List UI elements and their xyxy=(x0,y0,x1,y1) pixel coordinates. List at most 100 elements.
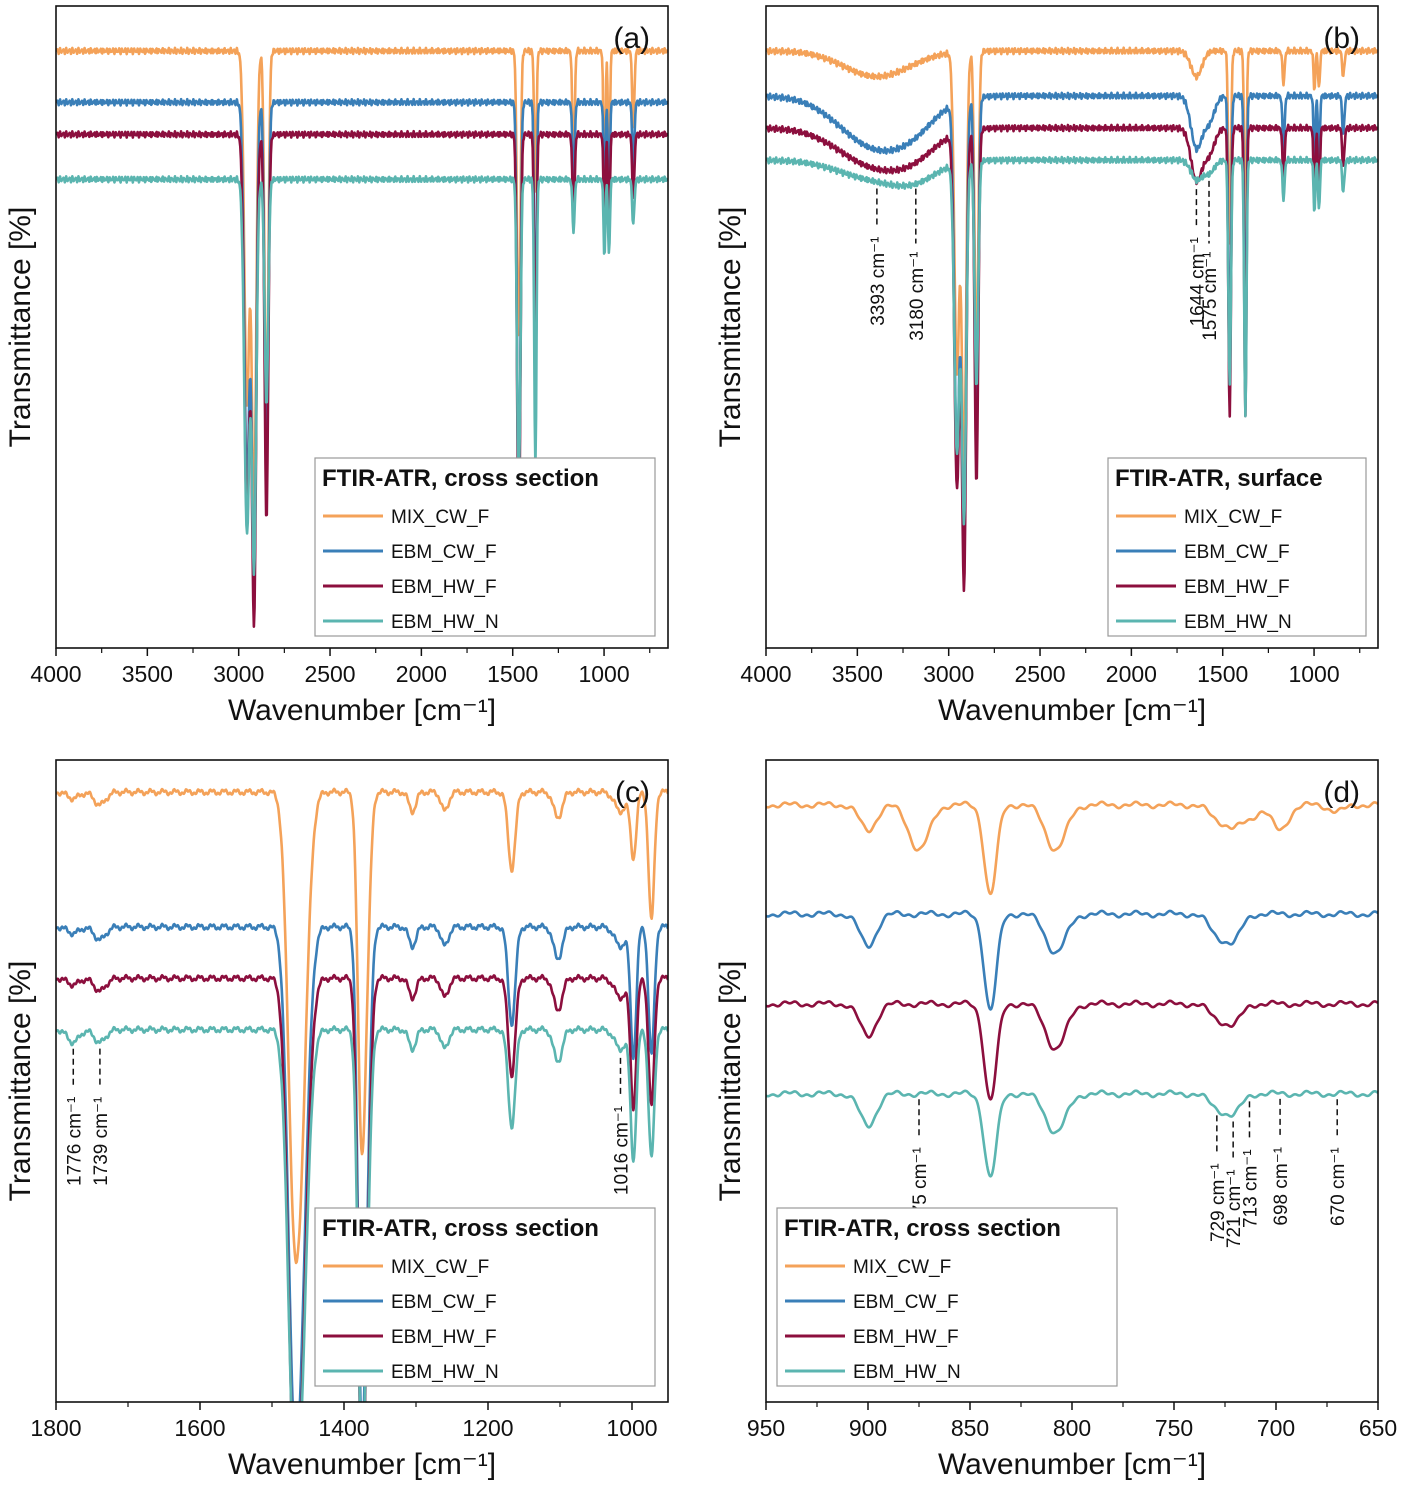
legend-entry: EBM_HW_N xyxy=(1184,612,1292,633)
x-tick-label: 3000 xyxy=(923,661,974,687)
x-tick-label: 1000 xyxy=(1288,661,1339,687)
legend-entry: EBM_CW_F xyxy=(853,1292,959,1313)
series-line-ebm_hw_n xyxy=(766,155,1378,526)
x-tick-label: 800 xyxy=(1053,1415,1091,1441)
annotation-label: 1644 cm⁻¹ xyxy=(1187,237,1208,326)
series-line-ebm_cw_f xyxy=(766,91,1378,561)
legend: FTIR-ATR, surface MIX_CW_F EBM_CW_F EBM_HW_… xyxy=(1107,457,1367,637)
y-axis-label: Transmittance [%] xyxy=(714,207,747,448)
x-tick-label: 1000 xyxy=(606,1415,657,1441)
series-line-ebm_cw_f xyxy=(56,97,668,596)
series-line-ebm_hw_n xyxy=(766,1089,1378,1178)
x-tick-label: 3000 xyxy=(213,661,264,687)
annotation-label: 875 cm⁻¹ xyxy=(910,1147,931,1226)
legend-title: FTIR-ATR, cross section xyxy=(784,1215,1061,1242)
annotation-label: 713 cm⁻¹ xyxy=(1240,1149,1261,1228)
x-tick-label: 2000 xyxy=(396,661,447,687)
annotation-label: 3393 cm⁻¹ xyxy=(868,237,889,326)
legend-entry: EBM_HW_F xyxy=(1184,577,1290,598)
panel-label: (a) xyxy=(613,22,650,55)
x-tick-label: 650 xyxy=(1359,1415,1397,1441)
annotation-label: 1739 cm⁻¹ xyxy=(91,1097,112,1186)
legend: FTIR-ATR, cross section MIX_CW_F EBM_CW_F E… xyxy=(314,457,656,637)
series-line-ebm_hw_f xyxy=(766,123,1378,593)
series-line-mix_cw_f xyxy=(56,787,668,1265)
series-line-ebm_cw_f xyxy=(766,909,1378,1011)
series-lines xyxy=(56,46,668,628)
x-tick-label: 4000 xyxy=(740,661,791,687)
legend-title: FTIR-ATR, surface xyxy=(1115,465,1323,492)
legend-entry: EBM_HW_N xyxy=(853,1362,961,1383)
annotation-label: 729 cm⁻¹ xyxy=(1208,1163,1229,1242)
annotation-label: 721 cm⁻¹ xyxy=(1224,1169,1245,1248)
x-axis-label: Wavenumber [cm⁻¹] xyxy=(228,694,496,727)
legend-entry: EBM_CW_F xyxy=(1184,542,1290,563)
legend-entry: MIX_CW_F xyxy=(391,507,489,528)
annotation-label: 1575 cm⁻¹ xyxy=(1200,252,1221,341)
series-line-mix_cw_f xyxy=(766,46,1378,480)
legend-title: FTIR-ATR, cross section xyxy=(322,465,599,492)
x-tick-label: 1400 xyxy=(318,1415,369,1441)
legend-entry: EBM_CW_F xyxy=(391,1292,497,1313)
x-tick-label: 2500 xyxy=(1014,661,1065,687)
annotation-label: 3180 cm⁻¹ xyxy=(907,252,928,341)
series-line-ebm_hw_f xyxy=(766,999,1378,1101)
series-line-ebm_hw_f xyxy=(56,973,668,1402)
x-tick-label: 1200 xyxy=(462,1415,513,1441)
annotation-label: 670 cm⁻¹ xyxy=(1328,1147,1349,1226)
x-tick-label: 700 xyxy=(1257,1415,1295,1441)
legend-entry: MIX_CW_F xyxy=(391,1257,489,1278)
series-lines xyxy=(56,787,668,1402)
annotation-label: 1016 cm⁻¹ xyxy=(611,1106,632,1195)
series-line-mix_cw_f xyxy=(766,800,1378,896)
series-line-ebm_hw_f xyxy=(56,129,668,628)
x-axis-label: Wavenumber [cm⁻¹] xyxy=(228,1448,496,1481)
y-axis-label: Transmittance [%] xyxy=(4,207,37,448)
panel-label: (b) xyxy=(1323,22,1360,55)
series-line-ebm_hw_n xyxy=(56,1025,668,1402)
panel-label: (d) xyxy=(1323,776,1360,809)
legend-box xyxy=(314,457,656,637)
series-line-ebm_cw_f xyxy=(56,922,668,1402)
x-tick-label: 1500 xyxy=(487,661,538,687)
x-tick-label: 4000 xyxy=(30,661,81,687)
legend: FTIR-ATR, cross section MIX_CW_F EBM_CW_F E… xyxy=(776,1207,1118,1387)
annotation-label: 698 cm⁻¹ xyxy=(1271,1147,1292,1226)
x-tick-label: 2500 xyxy=(304,661,355,687)
legend: FTIR-ATR, cross section MIX_CW_F EBM_CW_F E… xyxy=(314,1207,656,1387)
x-tick-label: 900 xyxy=(849,1415,887,1441)
annotation-label: 1776 cm⁻¹ xyxy=(64,1097,85,1186)
x-tick-label: 3500 xyxy=(122,661,173,687)
legend-entry: EBM_HW_F xyxy=(391,577,497,598)
y-axis-label: Transmittance [%] xyxy=(4,961,37,1202)
x-tick-label: 850 xyxy=(951,1415,989,1441)
legend-entry: EBM_HW_N xyxy=(391,1362,499,1383)
series-lines xyxy=(766,46,1378,593)
legend-entry: EBM_CW_F xyxy=(391,542,497,563)
x-tick-label: 2000 xyxy=(1106,661,1157,687)
series-line-ebm_hw_n xyxy=(56,174,668,577)
x-tick-label: 750 xyxy=(1155,1415,1193,1441)
panel-label: (c) xyxy=(615,776,650,809)
x-tick-label: 950 xyxy=(747,1415,785,1441)
x-axis-label: Wavenumber [cm⁻¹] xyxy=(938,1448,1206,1481)
legend-box xyxy=(1107,457,1367,637)
legend-title: FTIR-ATR, cross section xyxy=(322,1215,599,1242)
y-axis-label: Transmittance [%] xyxy=(714,961,747,1202)
panel-2: 1776 cm⁻¹ 1739 cm⁻¹ 1016 cm⁻¹ 1800 1600 1400 1… xyxy=(4,759,669,1481)
plot-frame xyxy=(765,5,1379,649)
plot-frame xyxy=(55,759,669,1403)
legend-entry: MIX_CW_F xyxy=(1184,507,1282,528)
legend-entry: EBM_HW_F xyxy=(391,1327,497,1348)
x-tick-label: 1800 xyxy=(30,1415,81,1441)
panel-0: 4000 3500 3000 2500 2000 1500 1000 Wavenumber [… xyxy=(4,5,669,727)
x-tick-label: 3500 xyxy=(832,661,883,687)
legend-box xyxy=(776,1207,1118,1387)
x-tick-label: 1000 xyxy=(578,661,629,687)
plot-frame xyxy=(55,5,669,649)
legend-entry: MIX_CW_F xyxy=(853,1257,951,1278)
x-tick-label: 1500 xyxy=(1197,661,1248,687)
